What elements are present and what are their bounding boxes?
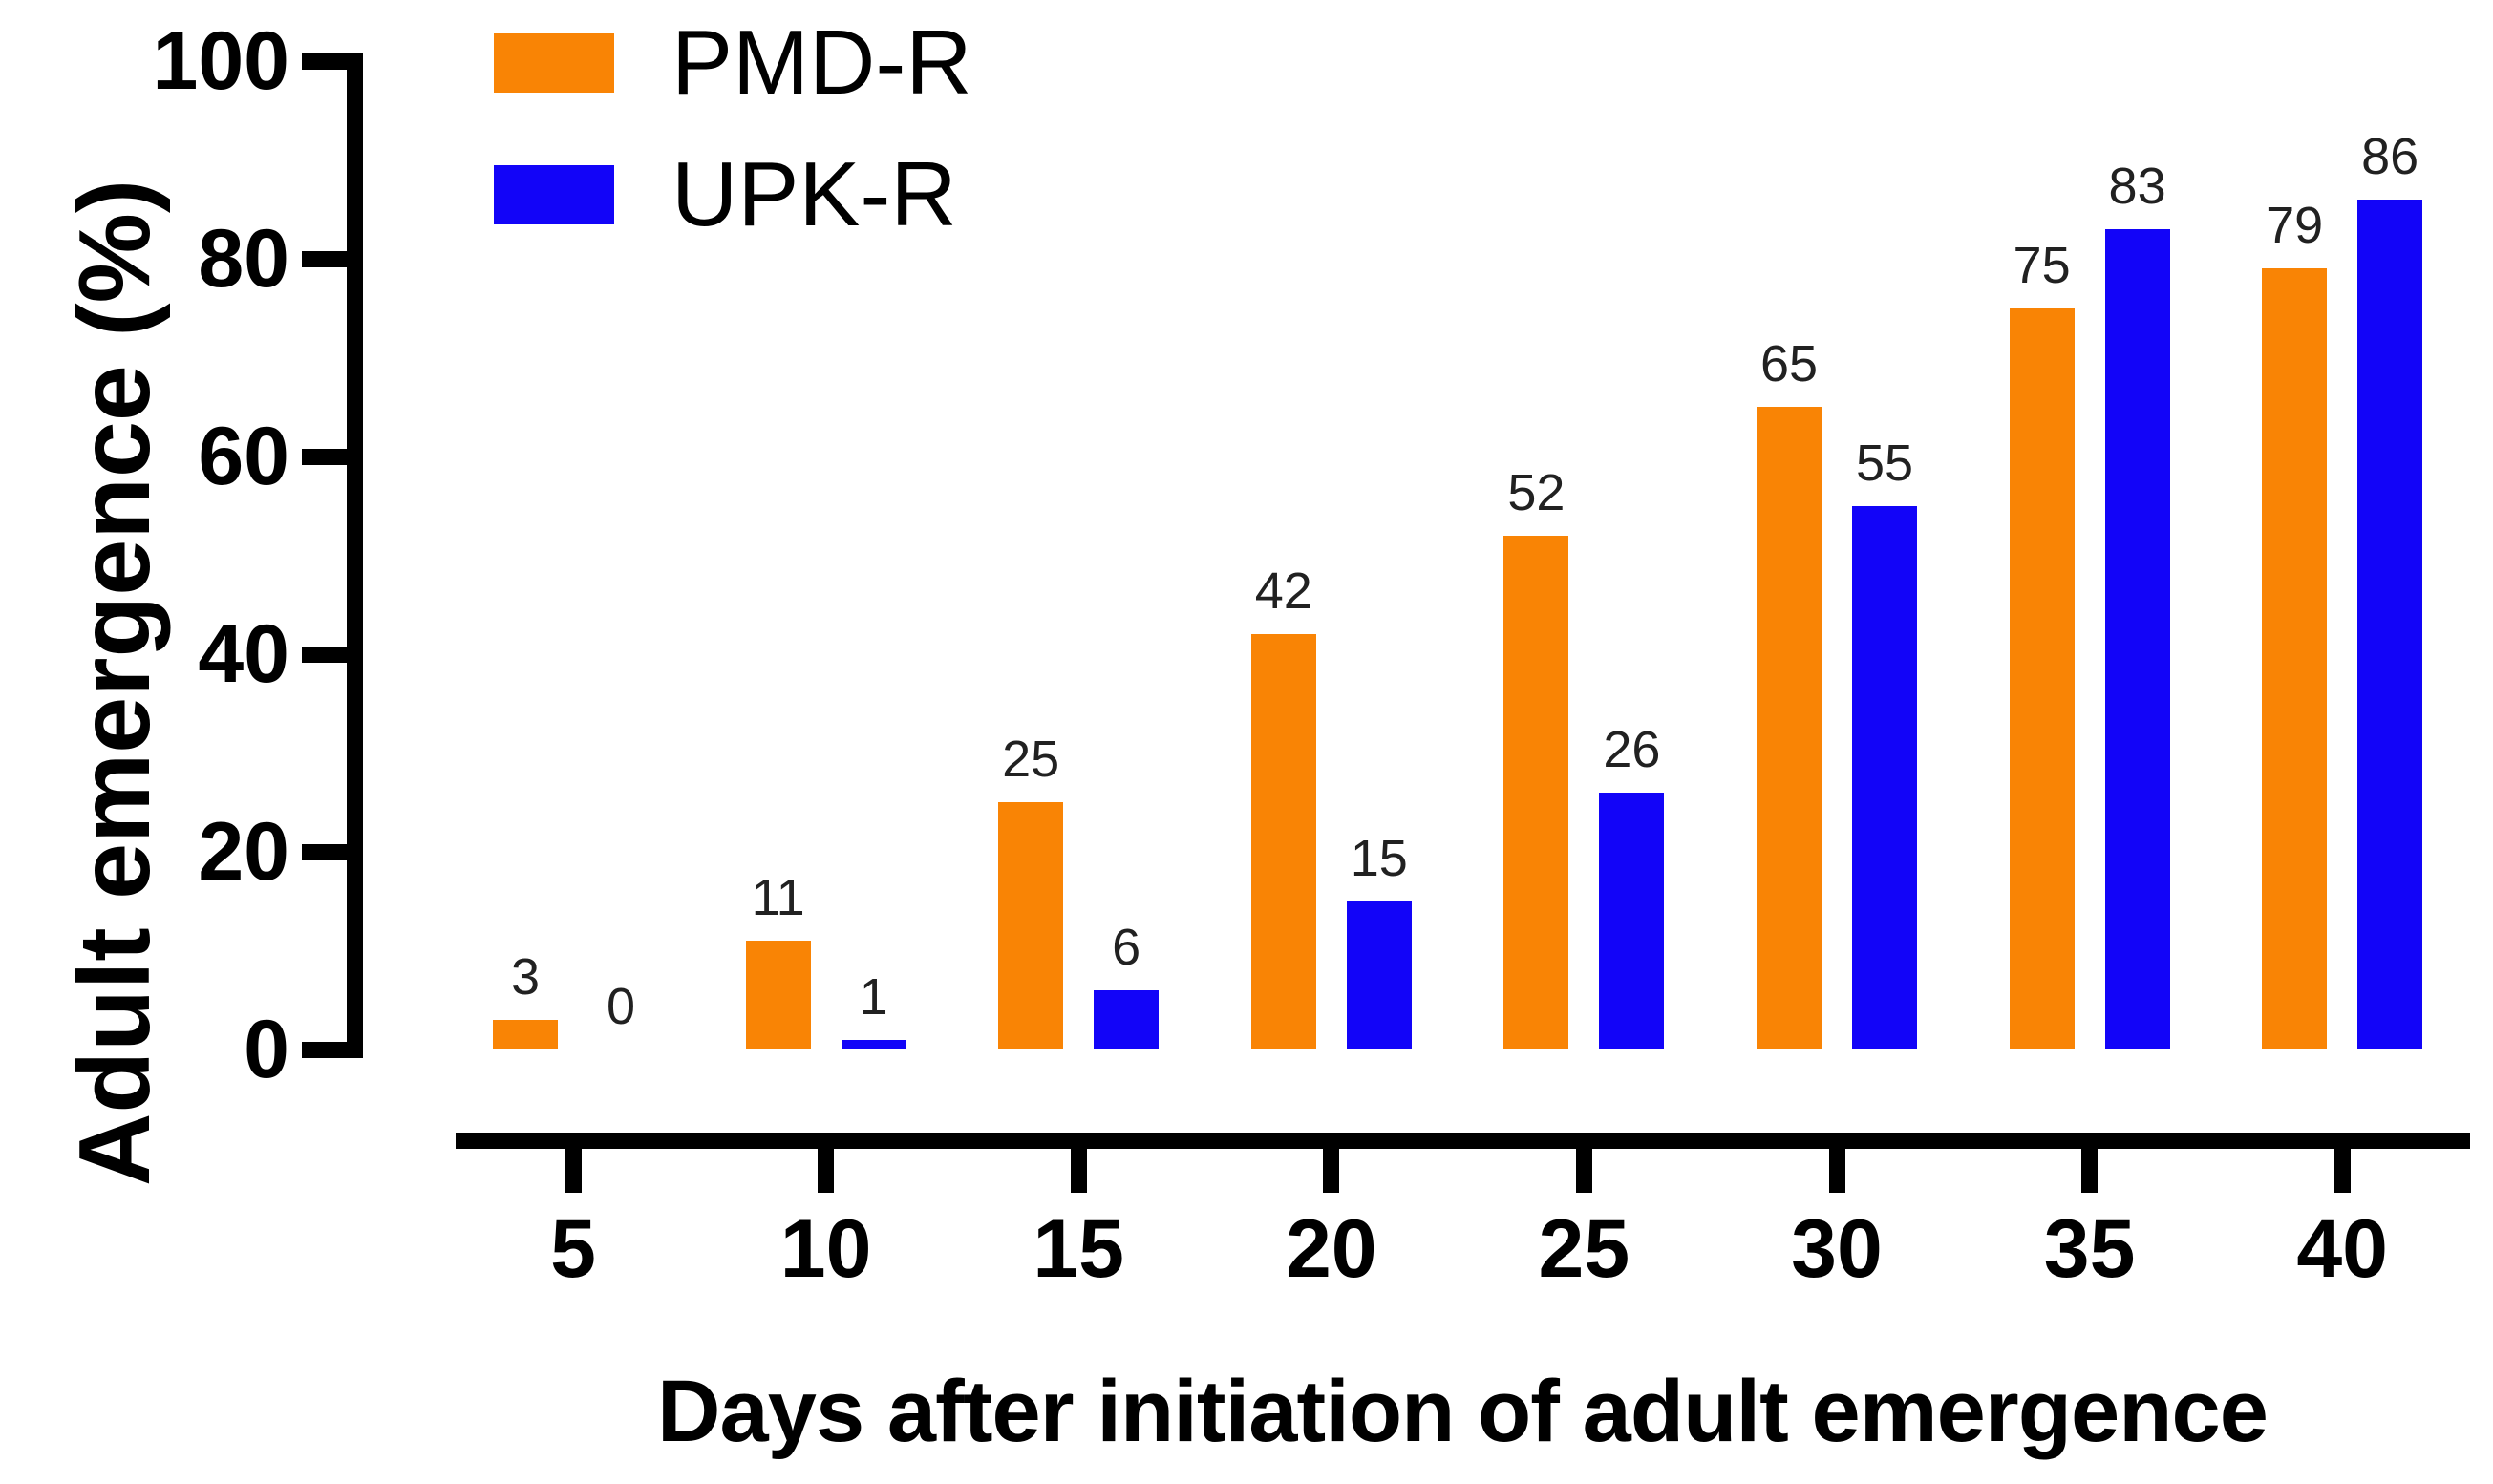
legend-label-pmd-r: PMD-R [671,11,972,114]
x-tick-label: 20 [1285,1203,1377,1295]
x-tick-label: 30 [1791,1203,1883,1295]
legend: PMD-R UPK-R [494,0,1353,306]
bar-pmd-r-20 [1250,634,1316,1049]
bar-value-label: 42 [1254,562,1312,621]
legend-item-pmd-r: PMD-R [494,11,972,114]
x-tick-label: 5 [550,1203,596,1295]
x-tick-label: 35 [2043,1203,2136,1295]
bar-upk-r-35 [2104,228,2170,1049]
bar-value-label: 0 [606,978,636,1035]
y-tick-label: 0 [244,1004,289,1095]
y-tick-label: 20 [198,806,289,898]
x-tick [565,1149,582,1193]
bar-pmd-r-30 [1757,407,1822,1049]
y-tick-label: 80 [198,213,289,305]
bar-value-label: 75 [2013,236,2071,294]
bar-value-label: 86 [2361,127,2419,185]
x-axis-line [456,1133,2470,1149]
bar-upk-r-15 [1094,989,1160,1049]
bar-pmd-r-15 [998,802,1064,1049]
x-tick [1323,1149,1340,1193]
y-tick [302,448,347,465]
bar-upk-r-40 [2357,199,2423,1049]
bar-upk-r-30 [1852,505,1917,1049]
x-tick-label: 15 [1033,1203,1125,1295]
bar-upk-r-10 [841,1039,906,1049]
bar-value-label: 15 [1350,829,1408,887]
y-tick [302,53,347,70]
bar-value-label: 79 [2266,197,2324,255]
legend-swatch-upk-r [494,165,614,224]
x-tick [2081,1149,2099,1193]
x-tick [1828,1149,1845,1193]
x-tick-label: 25 [1538,1203,1630,1295]
bar-pmd-r-40 [2262,268,2328,1049]
bar-pmd-r-35 [2009,307,2075,1049]
legend-swatch-pmd-r [494,33,614,93]
bar-value-label: 52 [1507,463,1566,521]
y-tick [302,1041,347,1058]
y-tick-label: 100 [152,15,290,107]
x-tick-label: 40 [2296,1203,2389,1295]
bar-value-label: 1 [859,967,888,1026]
x-tick [1575,1149,1592,1193]
bar-value-label: 83 [2108,157,2166,215]
bar-value-label: 55 [1855,434,1914,492]
bar-value-label: 11 [751,869,805,927]
y-tick [302,250,347,267]
bar-value-label: 25 [1002,731,1060,789]
bar-value-label: 26 [1603,720,1661,778]
y-tick [302,646,347,663]
x-tick [1070,1149,1087,1193]
bar-value-label: 6 [1112,918,1141,976]
x-tick [2333,1149,2351,1193]
bar-pmd-r-10 [745,941,811,1049]
bar-pmd-r-5 [493,1019,558,1049]
x-tick [818,1149,835,1193]
bar-value-label: 3 [510,947,541,1006]
y-axis-spine [347,53,363,1058]
y-tick-label: 60 [198,411,289,502]
bar-pmd-r-25 [1503,535,1569,1049]
legend-label-upk-r: UPK-R [671,143,957,245]
x-axis-title: Days after initiation of adult emergence [656,1363,2269,1460]
y-tick-label: 40 [198,608,289,700]
legend-item-upk-r: UPK-R [494,143,957,245]
bar-upk-r-25 [1599,792,1665,1049]
bar-value-label: 65 [1759,335,1819,393]
bar-upk-r-20 [1346,901,1412,1049]
x-tick-label: 10 [779,1203,872,1295]
y-tick [302,843,347,860]
